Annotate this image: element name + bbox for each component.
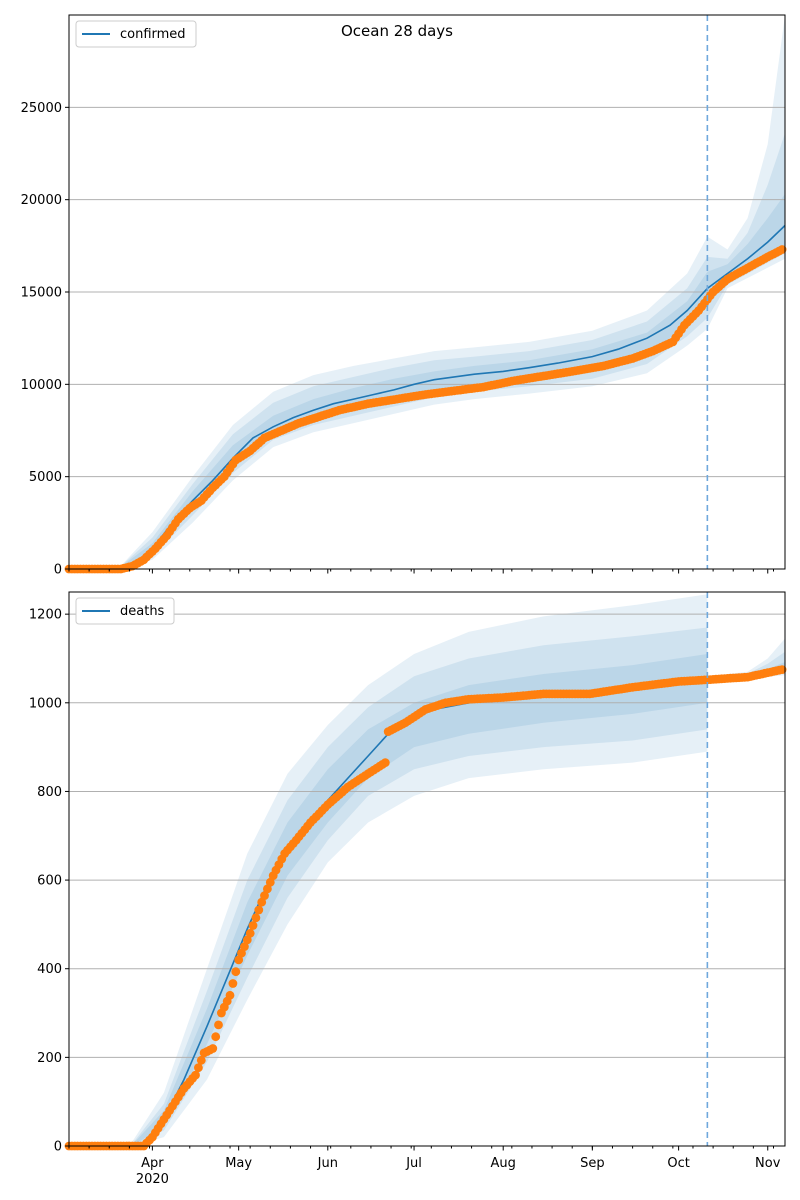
- observed-point: [777, 665, 787, 674]
- observed-point: [777, 245, 787, 254]
- confirmed-legend: confirmed: [75, 20, 197, 48]
- y-tick-label: 15000: [21, 286, 62, 301]
- y-tick-label: 20000: [21, 193, 62, 208]
- legend-box: [75, 597, 175, 625]
- observed-point: [231, 967, 241, 977]
- observed-point: [380, 758, 390, 767]
- deaths-y-ticks: 0 200 400 600 800 1000 1200: [29, 608, 69, 1155]
- observed-point: [228, 979, 238, 988]
- y-tick-label: 600: [37, 874, 62, 889]
- uncertainty-band-0: [69, 594, 785, 1146]
- y-tick-label: 0: [54, 563, 62, 578]
- observed-point: [254, 905, 264, 915]
- y-tick-label: 10000: [21, 378, 62, 393]
- observed-point: [260, 891, 269, 900]
- y-tick-label: 25000: [21, 101, 62, 116]
- model-line: [69, 224, 786, 570]
- x-tick-label: Sep: [580, 1156, 605, 1171]
- x-tick-label: 2020: [136, 1172, 169, 1187]
- observed-point: [237, 948, 246, 958]
- y-tick-label: 800: [37, 785, 62, 800]
- confirmed-observed-points: [64, 245, 787, 574]
- y-tick-label: 5000: [29, 470, 62, 485]
- confirmed-x-ticks: [68, 569, 774, 574]
- x-tick-label: Aug: [491, 1156, 516, 1171]
- confirmed-y-ticks: 0 5000 10000 15000 20000 25000: [21, 101, 69, 578]
- x-tick-label: Oct: [667, 1156, 689, 1171]
- confirmed-model-line: [69, 224, 786, 570]
- uncertainty-band-0: [69, 15, 785, 569]
- chart-title: Ocean 28 days: [341, 22, 453, 40]
- deaths-axes-frame: [68, 591, 786, 1147]
- observed-point: [248, 921, 258, 930]
- observed-point: [242, 935, 252, 945]
- x-tick-label: Jun: [317, 1156, 338, 1171]
- uncertainty-band-1: [69, 133, 785, 569]
- legend-box: [75, 20, 197, 48]
- observed-point: [225, 990, 235, 1000]
- observed-point: [240, 942, 249, 951]
- deaths-gridlines: [69, 613, 785, 1058]
- observed-point: [257, 897, 267, 907]
- legend-label-deaths: deaths: [120, 604, 165, 619]
- y-tick-label: 0: [54, 1140, 62, 1155]
- y-tick-label: 1200: [29, 608, 62, 623]
- x-tick-label: Nov: [755, 1156, 781, 1171]
- x-tick-label: Apr: [141, 1156, 164, 1171]
- observed-point: [263, 884, 272, 894]
- confirmed-gridlines: [69, 106, 785, 478]
- legend-label-confirmed: confirmed: [120, 27, 186, 42]
- x-tick-label: May: [225, 1156, 252, 1171]
- observed-point: [194, 1063, 203, 1073]
- observed-point: [234, 955, 244, 965]
- observed-point: [191, 1070, 200, 1080]
- observed-point: [196, 1055, 206, 1065]
- observed-point: [211, 1032, 221, 1042]
- deaths-observed-points: [64, 665, 787, 1151]
- y-tick-label: 200: [37, 1051, 62, 1066]
- observed-point: [265, 877, 275, 887]
- y-tick-label: 1000: [29, 696, 62, 711]
- observed-point: [208, 1044, 218, 1053]
- observed-point: [245, 928, 255, 938]
- observed-point: [251, 913, 261, 923]
- deaths-legend: deaths: [75, 597, 175, 625]
- y-tick-label: 400: [37, 962, 62, 977]
- x-tick-label: Jul: [405, 1156, 422, 1171]
- observed-point: [214, 1020, 223, 1030]
